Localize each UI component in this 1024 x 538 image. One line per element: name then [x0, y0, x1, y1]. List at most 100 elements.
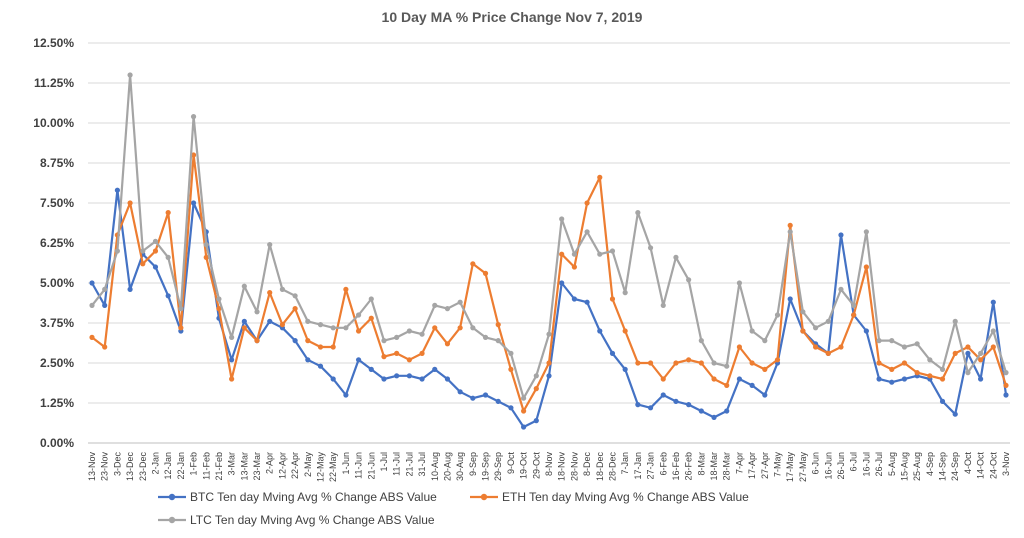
data-point	[343, 325, 349, 331]
data-point	[965, 344, 971, 350]
data-point	[635, 402, 641, 408]
data-point	[114, 187, 120, 193]
data-point	[190, 200, 197, 206]
data-point	[457, 299, 463, 305]
data-point	[102, 302, 108, 308]
y-tick-label: 8.75%	[40, 156, 74, 170]
x-tick-label: 23-Mar	[252, 452, 262, 481]
series-0	[89, 187, 1009, 430]
data-point	[152, 238, 159, 244]
x-tick-label: 21-Jul	[404, 452, 414, 477]
x-tick-label: 31-Jul	[417, 452, 427, 477]
data-point	[267, 290, 273, 296]
data-point	[711, 376, 717, 382]
data-point	[140, 248, 146, 254]
data-point	[406, 357, 412, 363]
data-point	[876, 376, 882, 382]
data-point	[686, 357, 692, 363]
data-point	[343, 392, 349, 398]
x-tick-label: 9-Sep	[468, 452, 478, 476]
x-tick-label: 22-Apr	[290, 452, 300, 479]
data-point	[432, 325, 438, 331]
data-point	[609, 248, 616, 254]
x-tick-label: 17-Apr	[747, 452, 757, 479]
data-point	[838, 232, 844, 238]
data-point	[495, 338, 501, 344]
data-point	[762, 338, 768, 344]
x-tick-label: 2-May	[303, 452, 313, 478]
x-tick-label: 13-Dec	[125, 452, 135, 482]
data-point	[647, 360, 654, 366]
data-point	[241, 325, 247, 331]
data-point	[724, 408, 730, 414]
x-tick-label: 4-Oct	[963, 452, 973, 475]
data-point	[343, 286, 349, 292]
x-tick-label: 10-Aug	[430, 452, 440, 481]
data-point	[889, 338, 895, 344]
data-point	[444, 341, 451, 347]
x-tick-label: 22-Jan	[176, 452, 186, 480]
data-point	[559, 251, 565, 257]
x-tick-label: 11-Jul	[392, 452, 402, 476]
x-tick-label: 26-Jul	[874, 452, 884, 477]
data-point	[305, 357, 311, 363]
data-point	[698, 338, 704, 344]
x-tick-label: 5-Aug	[887, 452, 897, 476]
data-point	[419, 350, 425, 356]
data-point	[508, 405, 514, 411]
data-point	[939, 366, 946, 372]
data-point	[470, 395, 476, 401]
x-tick-label: 14-Oct	[976, 452, 986, 480]
x-tick-label: 4-Sep	[925, 452, 935, 476]
data-point	[482, 392, 489, 398]
data-point	[914, 341, 920, 347]
data-point	[381, 376, 387, 382]
data-point	[457, 389, 463, 395]
x-tick-label: 28-Dec	[607, 452, 617, 482]
data-point	[584, 229, 590, 235]
data-point	[330, 376, 336, 382]
x-tick-label: 27-Jan	[646, 452, 656, 480]
data-point	[89, 334, 95, 340]
data-point	[787, 296, 793, 302]
legend-swatch-marker	[480, 493, 488, 501]
data-point	[419, 331, 425, 337]
data-point	[165, 293, 171, 299]
data-point	[673, 254, 679, 260]
data-point	[1003, 392, 1009, 398]
legend-label: LTC Ten day Mving Avg % Change ABS Value	[190, 513, 435, 527]
data-point	[229, 376, 235, 382]
y-tick-label: 3.75%	[40, 316, 74, 330]
data-point	[114, 248, 120, 254]
data-point	[736, 376, 743, 382]
x-tick-label: 17-Jan	[633, 452, 643, 480]
data-point	[355, 328, 362, 334]
data-point	[330, 325, 336, 331]
data-point	[965, 350, 971, 356]
chart-title: 10 Day MA % Price Change Nov 7, 2019	[382, 9, 643, 25]
data-point	[673, 398, 679, 404]
data-point	[622, 328, 628, 334]
data-point	[229, 357, 235, 363]
series-2	[89, 72, 1009, 401]
x-tick-label: 21-Jun	[366, 452, 376, 480]
data-point	[216, 296, 222, 302]
y-axis-ticks: 0.00% 1.25% 2.50% 3.75% 5.00% 6.25% 7.50% 8.75%…	[33, 36, 74, 450]
y-tick-label: 1.25%	[40, 396, 74, 410]
data-point	[330, 344, 336, 350]
data-point	[508, 366, 514, 372]
data-point	[495, 322, 501, 328]
legend-swatch-marker	[168, 493, 176, 501]
data-point	[609, 296, 616, 302]
x-tick-label: 7-May	[773, 452, 783, 478]
data-point	[978, 350, 984, 356]
data-point	[584, 299, 590, 305]
data-point	[825, 350, 831, 356]
x-tick-label: 18-Mar	[709, 452, 719, 481]
data-point	[889, 379, 895, 385]
data-point	[876, 360, 882, 366]
data-point	[978, 357, 984, 363]
data-point	[724, 382, 730, 388]
data-point	[647, 405, 654, 411]
